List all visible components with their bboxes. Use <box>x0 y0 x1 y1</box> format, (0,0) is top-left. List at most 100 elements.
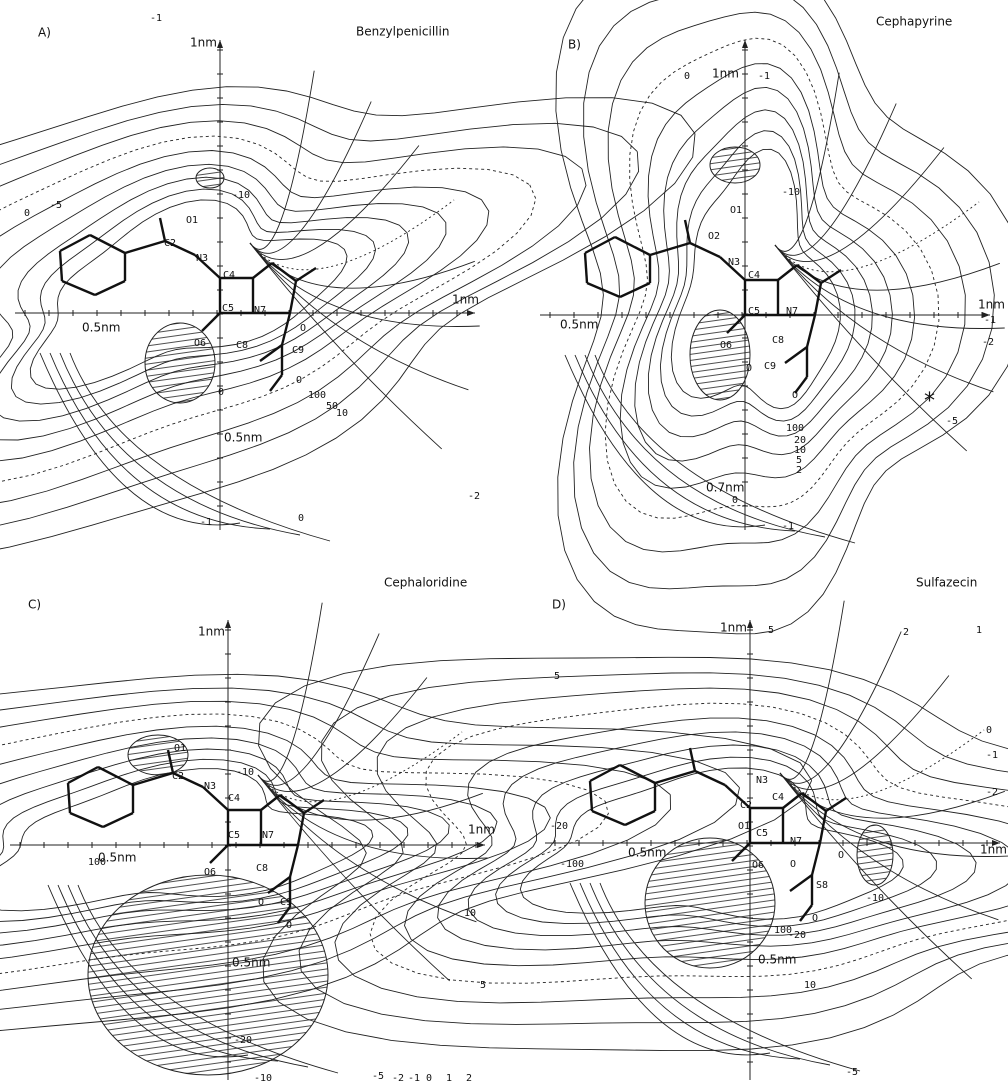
contour <box>258 603 322 782</box>
contour <box>258 678 427 792</box>
bond <box>815 283 821 315</box>
bond <box>290 845 298 877</box>
hatched-region <box>128 735 188 775</box>
contour-label: 10 <box>804 980 816 991</box>
axis-label: 1nm <box>712 67 739 81</box>
contour-label: -10 <box>866 893 884 904</box>
atom-label: O2 <box>708 231 720 242</box>
atom-label: O <box>838 850 844 861</box>
bond <box>95 281 125 295</box>
axis-label: 1nm <box>980 843 1007 857</box>
axis-label: 0.5nm <box>560 318 598 332</box>
atom-label: C2 <box>740 800 752 811</box>
bond <box>282 313 290 345</box>
contour-label: 0 <box>218 387 224 398</box>
contour-label: 0 <box>986 725 992 736</box>
contour-label: 100 <box>786 423 804 434</box>
bond <box>202 313 220 331</box>
atom-label: N3 <box>756 775 768 786</box>
bond <box>60 251 62 281</box>
atom-label: N7 <box>262 830 274 841</box>
atom-label: C5 <box>748 306 760 317</box>
contour-label: -5 <box>846 1067 858 1078</box>
axis-label: 0.5nm <box>758 953 796 967</box>
contour-label: -2 <box>982 337 994 348</box>
atom-label: O <box>300 323 306 334</box>
contour <box>556 0 1008 634</box>
contour-label: -1 <box>150 13 162 24</box>
contour-label: 2 <box>796 465 802 476</box>
contour-label: 0 <box>732 495 738 506</box>
bond <box>268 877 290 893</box>
hatched-region <box>710 147 760 183</box>
atom-label: N7 <box>786 306 798 317</box>
bond <box>68 783 70 813</box>
atom-label: C2 <box>172 771 184 782</box>
contour <box>605 38 939 518</box>
contour-label: -1 <box>782 521 794 532</box>
atom-label: S8 <box>816 880 828 891</box>
atom-label: O1 <box>730 205 742 216</box>
contour-label: 0 <box>24 208 30 219</box>
contour-label: 100 <box>88 857 106 868</box>
bond <box>807 315 815 347</box>
contour-label: 10 <box>336 408 348 419</box>
axis-label: 0.5nm <box>82 321 120 335</box>
contour <box>775 148 944 262</box>
axis-label: 0.7nm <box>706 481 744 495</box>
contour-label: 2 <box>466 1073 472 1084</box>
marker: * <box>924 389 935 414</box>
hatched-region <box>857 825 893 885</box>
contour <box>780 676 949 790</box>
contour-label: -10 <box>236 767 254 778</box>
atom-label: N7 <box>790 836 802 847</box>
bond <box>70 813 103 827</box>
bond <box>90 235 125 253</box>
contour-label: -5 <box>946 416 958 427</box>
bond <box>68 767 98 783</box>
contour <box>775 73 839 252</box>
atom-label: N7 <box>254 305 266 316</box>
axis-label: 1nm <box>452 293 479 307</box>
atom-label: N3 <box>196 253 208 264</box>
axis-label: 0.5nm <box>628 846 666 860</box>
contour-label: -20 <box>550 821 568 832</box>
contour <box>775 104 896 256</box>
contour-label: -2 <box>392 1073 404 1084</box>
atom-label: C8 <box>772 335 784 346</box>
bond <box>778 265 797 280</box>
arrow <box>225 620 485 848</box>
contour-label: -2 <box>986 787 998 798</box>
contour <box>620 64 914 489</box>
atom-label: O1 <box>174 743 186 754</box>
atom-label: O <box>790 859 796 870</box>
axis-label: 1nm <box>190 36 217 50</box>
contour-label: 5 <box>480 980 486 991</box>
panel-title: Cephaloridine <box>384 576 467 590</box>
panel-title: Benzylpenicillin <box>356 25 449 39</box>
axis-label: 1nm <box>978 298 1005 312</box>
bond <box>296 268 316 281</box>
contour-label: -20 <box>788 930 806 941</box>
contour-label: -20 <box>234 1035 252 1046</box>
contour-label: 0 <box>426 1073 432 1084</box>
bond <box>785 347 807 363</box>
bond <box>290 281 296 313</box>
figure: A) Benzylpenicillin 1nm 1nm 0.5nm 0.5nm … <box>0 0 1008 1085</box>
contour-label: 5 <box>768 625 774 636</box>
bond <box>820 811 826 843</box>
contour <box>648 110 872 437</box>
bond <box>800 905 812 921</box>
bond <box>625 811 655 825</box>
bond <box>270 375 282 391</box>
bond <box>125 241 165 253</box>
atom-label: C2 <box>164 238 176 249</box>
bond <box>783 793 802 808</box>
panel-label: B) <box>568 38 581 52</box>
contour-label: -10 <box>232 190 250 201</box>
contour-label: -1 <box>984 315 996 326</box>
atom-label: O1 <box>738 821 750 832</box>
axis-label: 1nm <box>720 621 747 635</box>
panel-label: D) <box>552 598 566 612</box>
bond <box>103 813 133 827</box>
